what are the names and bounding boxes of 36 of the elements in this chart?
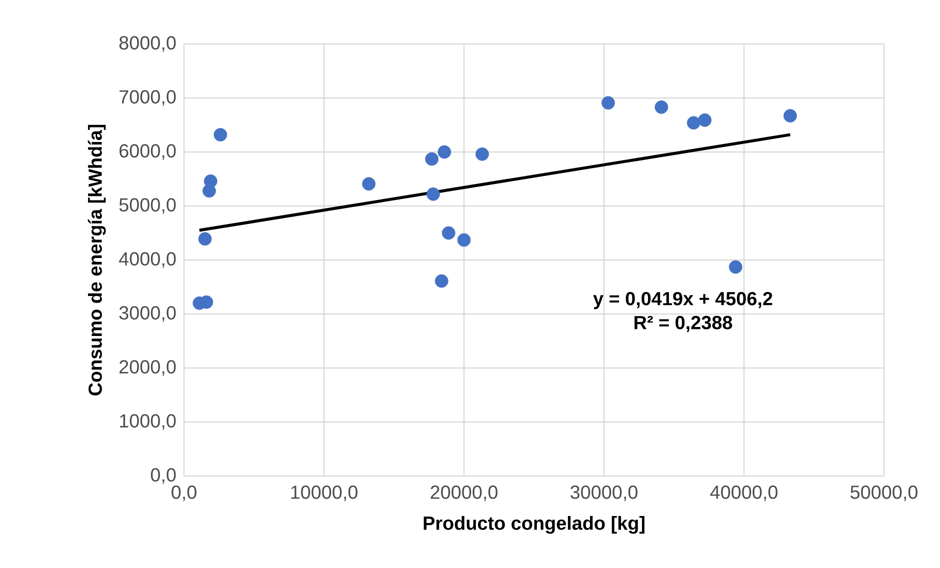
- x-tick-label: 20000,0: [430, 486, 498, 502]
- point: [654, 100, 668, 114]
- y-tick-label: 7000,0: [120, 90, 176, 106]
- point: [438, 145, 452, 159]
- y-tick-label: 8000,0: [119, 36, 176, 52]
- y-tick-label: 0,0: [150, 468, 176, 484]
- point: [784, 109, 797, 123]
- x-axis-title: Producto congelado [kg]: [424, 516, 644, 534]
- point: [728, 260, 742, 274]
- point: [362, 177, 376, 191]
- x-tick-label: 10000,0: [291, 486, 358, 502]
- y-tick-label: 2000,0: [120, 360, 176, 376]
- point: [602, 96, 615, 110]
- point: [686, 116, 700, 130]
- point: [425, 152, 439, 166]
- point: [426, 187, 440, 201]
- y-tick-label: 5000,0: [119, 198, 176, 214]
- point: [442, 226, 456, 240]
- x-tick-label: 0,0: [172, 486, 196, 502]
- x-tick-label: 50000,0: [850, 486, 918, 502]
- y-axis-title: Consumo de energía [kWhdía]: [88, 124, 106, 396]
- point: [698, 113, 712, 127]
- y-tick-label: 6000,0: [120, 144, 176, 160]
- point: [476, 147, 489, 161]
- point: [198, 232, 212, 246]
- point: [434, 274, 448, 288]
- annotation: y = 0,0419x + 4506,2: [593, 292, 772, 310]
- annotation: R² = 0,2388: [634, 316, 732, 332]
- point: [214, 128, 228, 142]
- y-tick-label: 3000,0: [119, 306, 176, 322]
- x-tick-label: 40000,0: [710, 486, 778, 502]
- point: [457, 233, 471, 247]
- y-tick-label: 1000,0: [120, 414, 176, 430]
- x-tick-label: 30000,0: [570, 486, 638, 502]
- point: [204, 174, 218, 188]
- y-tick-label: 4000,0: [119, 252, 176, 268]
